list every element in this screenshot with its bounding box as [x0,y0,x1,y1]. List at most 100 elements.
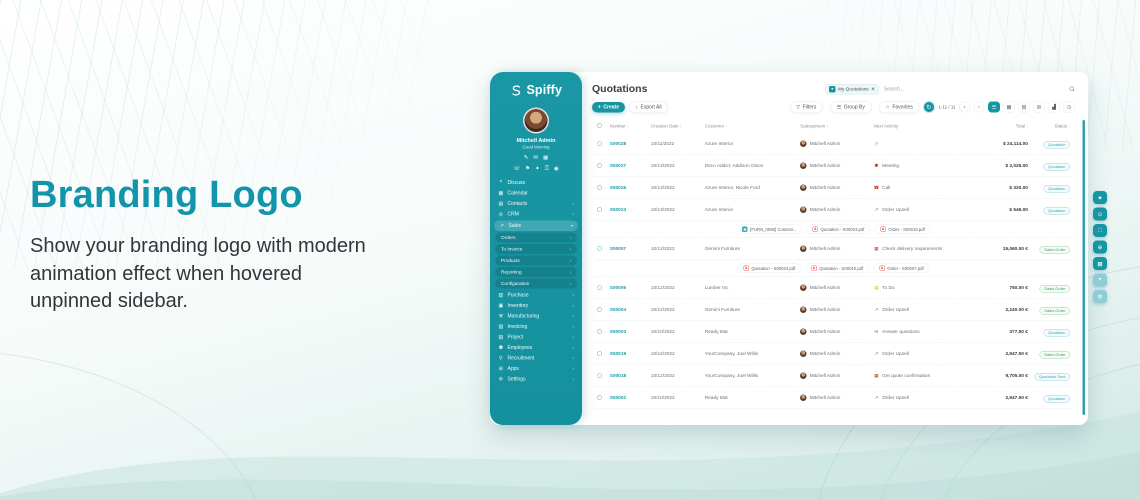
row-checkbox[interactable] [597,244,610,253]
order-number-link[interactable]: S00003 [609,329,627,335]
next-activity[interactable]: ↗ Order Upsell [874,307,979,313]
scrollbar[interactable] [1082,120,1085,415]
filters-button[interactable]: ▽ Filters [789,101,823,113]
order-number-link[interactable]: S00004 [609,307,627,313]
table-row[interactable]: S00018 10/12/2022 YourCompany, Joel Willis… [592,365,1075,387]
table-row[interactable]: S00023 10/13/2022 Azure Interior Mitchell A… [592,199,1075,221]
order-number-link[interactable]: S00006 [609,285,627,291]
table-row[interactable]: S00019 10/12/2022 YourCompany, Joel Willis… [592,343,1075,365]
group-by-button[interactable]: ☰ Group By [830,101,872,113]
column-header-customer[interactable]: Customer↕ [704,123,727,129]
sidebar-item-contacts[interactable]: ▤ Contacts › [490,199,582,210]
column-header-salesperson[interactable]: Salesperson↕ [800,123,828,129]
prev-page-button[interactable]: ‹ [959,101,970,113]
row-checkbox[interactable] [597,349,610,358]
table-row[interactable]: S00026 10/13/2022 Azure Interior, Nicole F… [592,177,1075,199]
table-row[interactable]: S00006 10/12/2022 Lumber Inc Mitchell Admin… [592,277,1075,299]
attachment-chip[interactable]: A Quotation - S00023.pdf [737,263,801,273]
export-all-button[interactable]: ↓ Export All [628,101,669,113]
order-number-link[interactable]: S00007 [609,246,627,252]
graph-view-icon[interactable]: ▟ [1048,101,1060,113]
next-activity[interactable]: ↗ Order Upsell [874,207,979,213]
attachment-chip[interactable]: A Order - S00007.pdf [873,263,930,273]
table-row[interactable]: S00003 10/10/2022 Ready Mat Mitchell Admin ✉… [592,321,1075,343]
next-activity[interactable]: ☎ Call [874,185,979,191]
next-activity[interactable]: ▦ Check delivery requirements [874,246,979,252]
sidebar-item-reporting[interactable]: Reporting › [495,267,577,277]
sidebar-item-calendar[interactable]: ▦ Calendar [490,188,582,199]
calendar-view-icon[interactable]: ▤ [1018,101,1030,113]
pin-icon[interactable]: ◉ [553,165,559,172]
remove-filter-icon[interactable]: ✕ [871,86,875,92]
active-filter-chip[interactable]: ▼ My Quotations ✕ [825,83,879,95]
star-icon[interactable]: ★ [1093,191,1107,204]
lock-icon[interactable]: ⚿ [544,165,549,171]
pivot-view-icon[interactable]: ⊞ [1033,101,1045,113]
next-activity[interactable]: ⚉ Meeting [874,163,979,169]
order-number-link[interactable]: S00023 [609,207,627,213]
table-row[interactable]: S00004 10/12/2022 Gemini Furniture Mitchell… [592,299,1075,321]
attachment-chip[interactable]: A Order - S00015.pdf [874,224,931,234]
search-bar[interactable]: ▼ My Quotations ✕ Search... [825,83,1075,95]
next-activity[interactable]: ↗ Order Upsell [874,395,979,401]
pencil-icon[interactable]: ✎ [523,154,529,161]
column-header-next-activity[interactable]: Next Activity [873,123,899,129]
table-row[interactable]: S00007 10/12/2022 Gemini Furniture Mitchell… [592,238,1075,260]
settings-icon[interactable]: ⚙ [1093,290,1107,303]
row-checkbox[interactable] [597,283,610,292]
favorites-button[interactable]: ☆ Favorites [878,101,920,113]
phone-icon[interactable]: ☏ [513,165,521,172]
sidebar-item-employees[interactable]: ⚉ Employees › [490,343,582,354]
sidebar-item-crm[interactable]: ◎ CRM › [490,209,582,220]
avatar[interactable] [523,107,549,134]
order-number-link[interactable]: S00002 [609,395,627,401]
refresh-button[interactable]: ↻ [922,101,935,113]
sidebar-item-manufacturing[interactable]: ⚒ Manufacturing › [490,311,582,322]
chat-icon[interactable]: ❞ [1093,273,1107,287]
sidebar-item-orders[interactable]: Orders › [495,232,577,243]
sidebar-item-settings[interactable]: ⚙ Settings › [490,374,582,385]
attachment-chip[interactable]: ▣ [FURN_0096] Customi... [736,224,802,234]
column-header-number[interactable]: Number↕ [609,123,629,129]
row-checkbox[interactable] [597,161,610,170]
order-number-link[interactable]: S00018 [609,373,627,379]
attachment-chip[interactable]: A Quotation - S00023.pdf [806,224,870,234]
mail-icon[interactable]: ✉ [533,154,539,161]
row-checkbox[interactable] [597,139,610,148]
search-placeholder[interactable]: Search... [883,86,904,92]
sidebar-item-to-invoice[interactable]: To Invoice › [495,244,577,254]
sidebar-item-project[interactable]: ▧ Project › [490,332,582,343]
star-icon[interactable]: ✦ [535,165,540,172]
kanban-view-icon[interactable]: ▦ [1003,101,1015,113]
column-header-creation-date[interactable]: Creation Date↕ [650,123,682,129]
attachment-chip[interactable]: A Quotation - S00010.pdf [805,263,869,273]
column-header-status[interactable]: Status↕ [1054,123,1070,129]
next-activity[interactable]: ↗ Order Upsell [874,351,979,357]
zoom-icon[interactable]: ⊕ [1093,240,1107,254]
sidebar-item-recruitment[interactable]: ⚲ Recruitment › [490,353,582,364]
sidebar-item-discuss[interactable]: ❞ Discuss [490,178,582,189]
flag-icon[interactable]: ⚑ [525,165,531,172]
table-row[interactable]: S00028 10/11/2022 Azure Interior Mitchell A… [592,133,1075,155]
grid-icon[interactable]: ▦ [543,154,549,161]
table-row[interactable]: S00002 10/10/2022 Ready Mat Mitchell Admin ↗… [592,387,1075,409]
sidebar-item-configuration[interactable]: Configuration › [495,278,577,289]
search-icon[interactable]: ⊙ [1093,207,1107,221]
sidebar-item-products[interactable]: Products › [495,255,577,266]
row-checkbox[interactable] [597,205,610,214]
select-all-checkbox[interactable] [597,123,610,129]
sidebar-item-apps[interactable]: ⊞ Apps › [490,364,582,375]
next-page-button[interactable]: › [973,101,985,113]
column-header-total[interactable]: Total↕ [1015,123,1028,129]
row-checkbox[interactable] [597,183,610,192]
activity-view-icon[interactable]: ◷ [1063,101,1075,113]
next-activity[interactable]: ▦ Get quote confirmation [874,373,979,379]
order-number-link[interactable]: S00026 [609,185,627,191]
row-checkbox[interactable] [597,371,610,380]
table-icon[interactable]: ▦ [1093,257,1107,270]
fullscreen-icon[interactable]: ⛶ [1093,224,1107,237]
create-button[interactable]: + Create [592,101,625,113]
next-activity[interactable]: ◷ [874,141,979,147]
next-activity[interactable]: ▤ To Do [874,285,979,291]
table-row[interactable]: S00027 10/13/2022 Deco Addict, Addison Ols… [592,155,1075,177]
